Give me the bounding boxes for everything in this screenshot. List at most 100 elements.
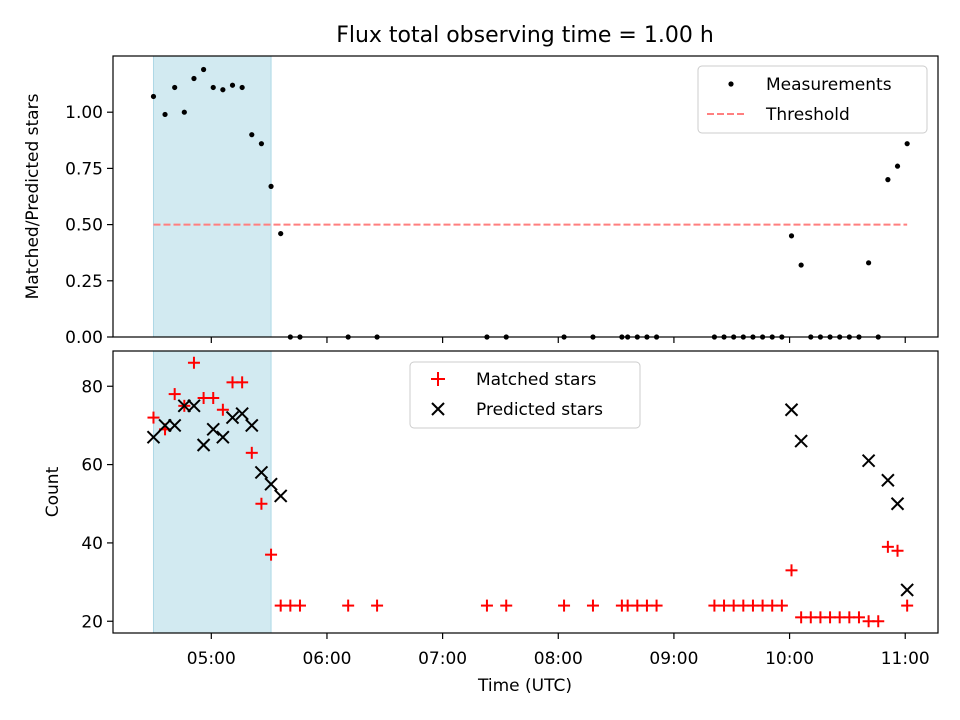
measurement-point (191, 75, 197, 82)
measurement-point (210, 84, 216, 91)
y-tick-label: 80 (81, 377, 103, 397)
matched-star-point (207, 392, 220, 404)
predicted-star-point (794, 434, 808, 448)
predicted-star-point (187, 399, 201, 413)
predicted-star-point (196, 438, 211, 452)
x-tick-label: 08:00 (534, 649, 583, 669)
matched-star-point (881, 540, 894, 553)
legend-dot-icon (728, 81, 734, 87)
matched-star-point (785, 564, 798, 577)
predicted-star-point (158, 418, 172, 433)
y-tick-label: 0.25 (65, 272, 103, 292)
bottom-y-axis: 20 40 60 80 (81, 377, 113, 632)
bottom-y-axis-label: Count (43, 466, 63, 517)
bottom-series-predicted (146, 399, 914, 597)
matched-star-point (265, 548, 278, 561)
matched-star-point (236, 376, 249, 389)
measurement-point (258, 141, 265, 147)
x-tick-label: 09:00 (649, 649, 698, 669)
top-highlight-band (152, 55, 272, 338)
legend-x-icon (431, 402, 445, 416)
matched-star-point (293, 599, 306, 612)
y-tick-label: 20 (81, 612, 103, 632)
legend-label-threshold: Threshold (765, 105, 850, 125)
top-legend: Measurements Threshold (697, 65, 928, 134)
measurement-point (798, 262, 804, 268)
matched-star-point (255, 497, 268, 510)
measurement-point (278, 230, 284, 237)
bottom-panel: 20 40 60 80 05:00 06:00 07:00 08:00 09:00 10:00 1… (43, 350, 939, 696)
matched-star-point (187, 356, 200, 369)
top-y-axis: 0.00 0.25 0.50 0.75 1.00 (65, 103, 113, 348)
x-tick-label: 11:00 (881, 649, 930, 669)
bottom-x-axis: 05:00 06:00 07:00 08:00 09:00 10:00 11:00 (187, 633, 930, 669)
matched-star-point (168, 388, 181, 401)
x-tick-label: 07:00 (418, 649, 467, 669)
measurement-point (866, 260, 872, 266)
top-plot-frame (112, 55, 939, 338)
matched-star-point (500, 599, 513, 612)
measurement-point (268, 183, 274, 189)
measurement-point (181, 109, 187, 115)
legend-label-measurements: Measurements (766, 75, 892, 95)
legend-plus-icon (431, 372, 445, 386)
predicted-star-point (216, 430, 230, 444)
legend-label-predicted: Predicted stars (476, 400, 603, 420)
predicted-star-point (177, 399, 192, 413)
measurement-point (162, 111, 168, 118)
x-tick-label: 10:00 (765, 649, 814, 669)
matched-star-point (480, 599, 493, 612)
predicted-star-point (881, 473, 895, 487)
matched-star-point (371, 599, 384, 612)
measurement-point (172, 84, 178, 91)
bottom-plot-frame (112, 350, 939, 634)
predicted-star-point (254, 465, 269, 480)
matched-star-point (216, 403, 229, 416)
y-tick-label: 40 (81, 534, 103, 554)
matched-star-point (891, 544, 904, 557)
y-tick-label: 0.75 (65, 159, 103, 179)
legend-label-matched: Matched stars (476, 370, 596, 390)
predicted-star-point (861, 453, 876, 468)
measurement-point (220, 87, 226, 93)
top-y-axis-label: Matched/Predicted stars (23, 93, 43, 299)
matched-star-point (342, 599, 355, 612)
predicted-star-point (890, 497, 905, 511)
predicted-star-point (235, 406, 249, 421)
predicted-star-point (245, 418, 259, 433)
measurement-point (239, 84, 245, 91)
measurement-point (904, 141, 910, 147)
bottom-x-axis-label: Time (UTC) (477, 676, 572, 696)
matched-star-point (245, 446, 258, 459)
predicted-star-point (273, 489, 288, 503)
matched-star-point (775, 599, 788, 612)
matched-star-point (586, 599, 599, 612)
matched-star-point (558, 599, 571, 612)
y-tick-label: 60 (81, 456, 103, 476)
top-series-measurements (150, 66, 910, 340)
measurement-point (200, 66, 207, 73)
predicted-star-point (264, 477, 278, 491)
measurement-point (229, 82, 236, 88)
measurement-point (788, 233, 795, 239)
y-tick-label: 1.00 (65, 103, 103, 123)
predicted-star-point (784, 403, 799, 417)
chart-title: Flux total observing time = 1.00 h (336, 23, 714, 48)
x-tick-label: 05:00 (187, 649, 236, 669)
bottom-series-matched (147, 356, 914, 628)
predicted-star-point (167, 418, 182, 433)
predicted-star-point (225, 410, 240, 425)
matched-star-point (650, 599, 663, 612)
top-x-axis (210, 337, 906, 343)
measurement-point (894, 163, 901, 169)
predicted-star-point (146, 430, 161, 444)
matched-star-point (901, 599, 914, 612)
matched-star-point (872, 615, 885, 628)
top-panel: 0.00 0.25 0.50 0.75 1.00 Matched/Predicted s… (23, 55, 939, 348)
predicted-star-point (900, 583, 914, 597)
matched-star-point (852, 611, 865, 624)
x-tick-label: 06:00 (302, 649, 351, 669)
y-tick-label: 0.00 (65, 328, 103, 348)
predicted-star-point (206, 422, 220, 437)
y-tick-label: 0.50 (65, 216, 103, 236)
